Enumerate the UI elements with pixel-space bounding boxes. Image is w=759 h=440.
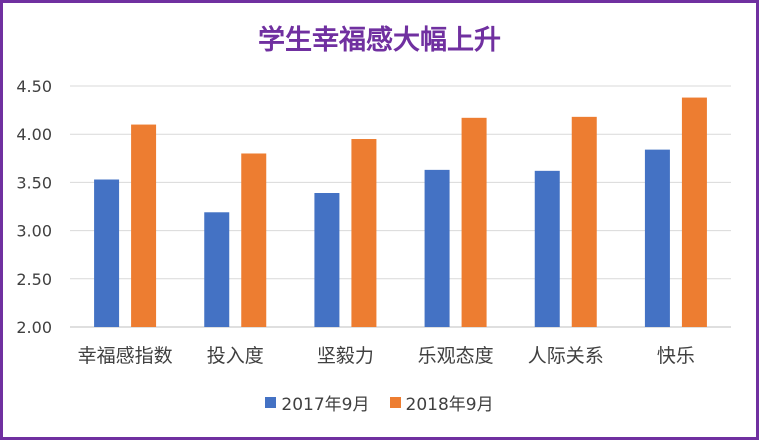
bar-1-0 xyxy=(131,124,157,327)
legend-item-2018: 2018年9月 xyxy=(389,390,494,415)
y-tick-label-3: 3.50 xyxy=(16,173,52,192)
bar-1-5 xyxy=(681,97,707,328)
legend-swatch-2017 xyxy=(265,397,277,408)
legend-label-2018: 2018年9月 xyxy=(405,395,494,415)
x-tick-label-4: 人际关系 xyxy=(528,345,604,367)
y-tick-label-1: 2.50 xyxy=(16,270,52,289)
bar-0-4 xyxy=(534,170,560,327)
bar-0-0 xyxy=(94,179,120,327)
chart-title: 学生幸福感大幅上升 xyxy=(258,25,501,56)
legend: 2017年9月 2018年9月 xyxy=(0,390,759,415)
bar-1-4 xyxy=(571,116,597,328)
y-tick-label-0: 2.00 xyxy=(16,318,52,337)
x-tick-label-5: 快乐 xyxy=(657,345,695,367)
legend-label-2017: 2017年9月 xyxy=(281,395,370,415)
x-tick-label-1: 投入度 xyxy=(207,345,264,367)
bar-1-1 xyxy=(241,153,267,327)
bar-0-3 xyxy=(424,169,450,327)
bar-1-2 xyxy=(351,139,377,327)
y-tick-label-4: 4.00 xyxy=(16,125,52,144)
x-tick-label-0: 幸福感指数 xyxy=(78,345,173,367)
bar-1-3 xyxy=(461,117,487,327)
y-tick-label-2: 3.00 xyxy=(16,222,52,241)
legend-swatch-2018 xyxy=(389,397,401,408)
legend-item-2017: 2017年9月 xyxy=(265,390,370,415)
x-tick-label-3: 乐观态度 xyxy=(418,345,494,367)
bar-0-1 xyxy=(204,212,230,327)
x-tick-label-2: 坚毅力 xyxy=(317,345,374,367)
bar-0-5 xyxy=(644,149,670,327)
bar-0-2 xyxy=(314,193,340,327)
y-tick-label-5: 4.50 xyxy=(16,77,52,96)
